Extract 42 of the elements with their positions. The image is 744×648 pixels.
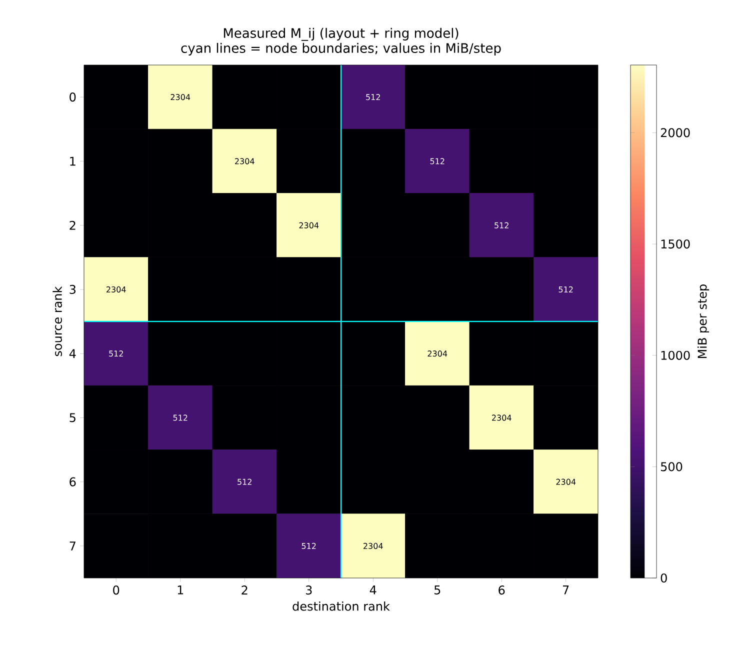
color-bar-label: 0 <box>660 573 667 583</box>
color-bar-label: 2000 <box>660 128 690 138</box>
x-axis-title: destination rank <box>292 601 390 611</box>
color-bar-label: 1500 <box>661 239 690 249</box>
data-label: 2304 <box>299 222 319 228</box>
y-tick-label: 2 <box>70 220 76 230</box>
x-tick-label: 2 <box>242 586 248 594</box>
data-label: 2304 <box>428 350 448 357</box>
data-label: 512 <box>302 542 316 549</box>
x-tick-label: 0 <box>113 586 120 595</box>
x-tick-label: 1 <box>178 586 184 594</box>
data-label: 512 <box>173 414 188 421</box>
y-tick-label: 1 <box>70 156 76 166</box>
x-tick-label: 6 <box>498 586 505 595</box>
data-label: 2304 <box>492 414 512 421</box>
chart-subtitle: cyan lines = node boundaries; values in MiB/step <box>181 42 501 56</box>
y-tick-label: 3 <box>70 284 76 294</box>
y-tick-label: 7 <box>70 542 76 550</box>
y-tick-label: 6 <box>70 477 76 486</box>
data-label: 512 <box>494 222 508 228</box>
chart-title: Measured M_ij (layout + ring model) <box>224 28 458 41</box>
data-label: 2304 <box>106 286 126 292</box>
data-label: 512 <box>558 286 573 292</box>
data-label: 512 <box>430 158 444 164</box>
color-bar-title: MiB per step <box>697 284 710 358</box>
color-bar-label: 500 <box>660 462 682 472</box>
color-bar-label: 1000 <box>661 350 690 360</box>
data-label: 2304 <box>235 158 254 164</box>
x-tick-label: 3 <box>306 586 312 595</box>
y-tick-label: 4 <box>69 349 76 358</box>
data-label: 512 <box>109 350 123 357</box>
y-tick-label: 0 <box>70 92 76 102</box>
y-axis-title: source rank <box>52 286 62 356</box>
data-label: 512 <box>366 94 380 100</box>
x-tick-label: 4 <box>370 586 376 594</box>
x-tick-label: 7 <box>563 586 569 594</box>
y-tick-label: 5 <box>70 413 76 422</box>
x-tick-label: 5 <box>434 586 440 594</box>
data-label: 2304 <box>170 94 190 100</box>
data-label: 2304 <box>556 478 576 485</box>
data-label: 2304 <box>364 542 383 549</box>
data-label: 512 <box>238 478 252 485</box>
